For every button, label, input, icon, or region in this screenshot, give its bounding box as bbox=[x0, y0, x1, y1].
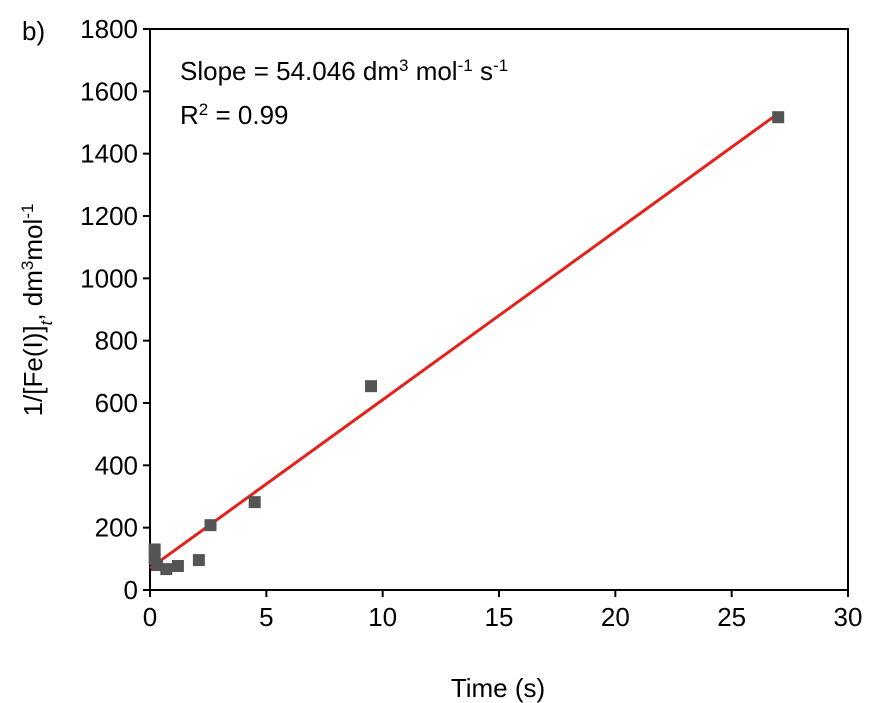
plot-frame bbox=[149, 28, 849, 591]
fit-line bbox=[149, 112, 780, 570]
panel-label: b) bbox=[22, 16, 45, 46]
y-tick-label: 200 bbox=[95, 513, 138, 543]
x-tick-label: 25 bbox=[717, 602, 746, 632]
annotation-part: Slope = 54.046 dm bbox=[180, 56, 399, 86]
x-tick-label: 20 bbox=[601, 602, 630, 632]
y-tick-label: 400 bbox=[95, 450, 138, 480]
data-point bbox=[192, 554, 205, 567]
y-tick-label: 1200 bbox=[80, 201, 138, 231]
y-axis-title: 1/[Fe(I)]t, dm3mol-1 bbox=[18, 204, 56, 417]
y-tick-label: 600 bbox=[95, 388, 138, 418]
y-title-part: 1/[Fe(I)] bbox=[18, 325, 48, 416]
data-point bbox=[248, 496, 261, 509]
y-title-part: , dm bbox=[18, 270, 48, 321]
y-tick-label: 1800 bbox=[80, 14, 138, 44]
y-tick-label: 1600 bbox=[80, 76, 138, 106]
y-tick-label: 0 bbox=[124, 575, 138, 605]
annotation-part: s bbox=[473, 56, 493, 86]
data-point bbox=[171, 560, 184, 573]
annotation-part: mol bbox=[408, 56, 457, 86]
data-point bbox=[772, 111, 785, 124]
x-tick-label: 10 bbox=[368, 602, 397, 632]
y-tick-label: 800 bbox=[95, 326, 138, 356]
annotation-sup: -1 bbox=[493, 56, 508, 75]
annotation: Slope = 54.046 dm3 mol-1 s-1 bbox=[180, 56, 508, 87]
x-tick-label: 5 bbox=[259, 602, 273, 632]
annotation: R2 = 0.99 bbox=[180, 100, 288, 131]
y-title-sup: -1 bbox=[18, 204, 37, 219]
y-title-sub: t bbox=[37, 319, 56, 325]
y-tick-label: 1400 bbox=[80, 139, 138, 169]
data-point bbox=[204, 519, 217, 532]
annotation-sup: 3 bbox=[399, 56, 408, 75]
y-title-sup: 3 bbox=[18, 261, 37, 270]
y-title-part: mol bbox=[18, 219, 48, 261]
x-tick-label: 0 bbox=[143, 602, 157, 632]
annotation-sup: 2 bbox=[199, 100, 208, 119]
x-tick-label: 30 bbox=[834, 602, 863, 632]
annotation-part: R bbox=[180, 100, 199, 130]
data-point bbox=[148, 543, 161, 556]
x-tick-label: 15 bbox=[485, 602, 514, 632]
annotation-part: = 0.99 bbox=[208, 100, 288, 130]
x-axis-title: Time (s) bbox=[451, 673, 545, 703]
data-point bbox=[150, 559, 163, 572]
data-point bbox=[365, 380, 378, 393]
y-tick-label: 1000 bbox=[80, 263, 138, 293]
data-point bbox=[160, 563, 173, 576]
annotation-sup: -1 bbox=[458, 56, 473, 75]
